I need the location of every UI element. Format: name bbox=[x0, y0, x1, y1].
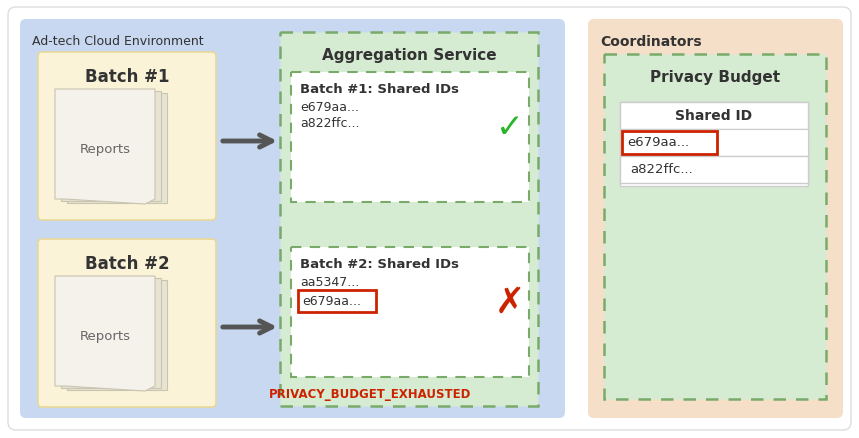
Text: Shared ID: Shared ID bbox=[675, 109, 752, 123]
FancyBboxPatch shape bbox=[20, 20, 565, 418]
Bar bbox=[298, 290, 376, 312]
Bar bbox=[622, 132, 717, 155]
Bar bbox=[620, 157, 808, 184]
Bar bbox=[620, 103, 808, 187]
Text: Batch #1: Shared IDs: Batch #1: Shared IDs bbox=[300, 83, 459, 96]
Text: Privacy Budget: Privacy Budget bbox=[650, 70, 780, 85]
FancyBboxPatch shape bbox=[38, 240, 216, 407]
FancyBboxPatch shape bbox=[38, 53, 216, 220]
Text: Reports: Reports bbox=[80, 330, 131, 343]
FancyBboxPatch shape bbox=[588, 20, 843, 418]
Text: Aggregation Service: Aggregation Service bbox=[321, 48, 497, 63]
FancyBboxPatch shape bbox=[291, 247, 529, 377]
Text: e679aa...: e679aa... bbox=[300, 101, 359, 114]
Polygon shape bbox=[55, 276, 155, 391]
Text: Batch #2: Shared IDs: Batch #2: Shared IDs bbox=[300, 258, 459, 270]
Bar bbox=[620, 130, 808, 157]
FancyBboxPatch shape bbox=[291, 73, 529, 202]
Text: Batch #2: Batch #2 bbox=[85, 254, 169, 272]
Text: ✗: ✗ bbox=[495, 285, 525, 319]
Text: e679aa...: e679aa... bbox=[627, 136, 689, 149]
Text: PRIVACY_BUDGET_EXHAUSTED: PRIVACY_BUDGET_EXHAUSTED bbox=[269, 387, 472, 400]
Text: Batch #1: Batch #1 bbox=[85, 68, 169, 86]
Bar bbox=[61, 279, 161, 388]
Polygon shape bbox=[55, 90, 155, 205]
Bar bbox=[67, 280, 167, 390]
Text: a822ffc...: a822ffc... bbox=[300, 117, 360, 130]
FancyBboxPatch shape bbox=[604, 55, 826, 399]
FancyBboxPatch shape bbox=[8, 8, 851, 430]
Text: Ad-tech Cloud Environment: Ad-tech Cloud Environment bbox=[32, 35, 204, 48]
Text: Coordinators: Coordinators bbox=[600, 35, 702, 49]
Text: a822ffc...: a822ffc... bbox=[630, 163, 692, 176]
FancyBboxPatch shape bbox=[280, 33, 538, 406]
Text: e679aa...: e679aa... bbox=[302, 295, 361, 308]
Bar bbox=[67, 94, 167, 204]
Bar bbox=[620, 103, 808, 130]
Text: Reports: Reports bbox=[80, 143, 131, 156]
Text: aa5347...: aa5347... bbox=[300, 276, 359, 288]
Bar bbox=[61, 92, 161, 201]
Text: ✓: ✓ bbox=[496, 111, 524, 144]
